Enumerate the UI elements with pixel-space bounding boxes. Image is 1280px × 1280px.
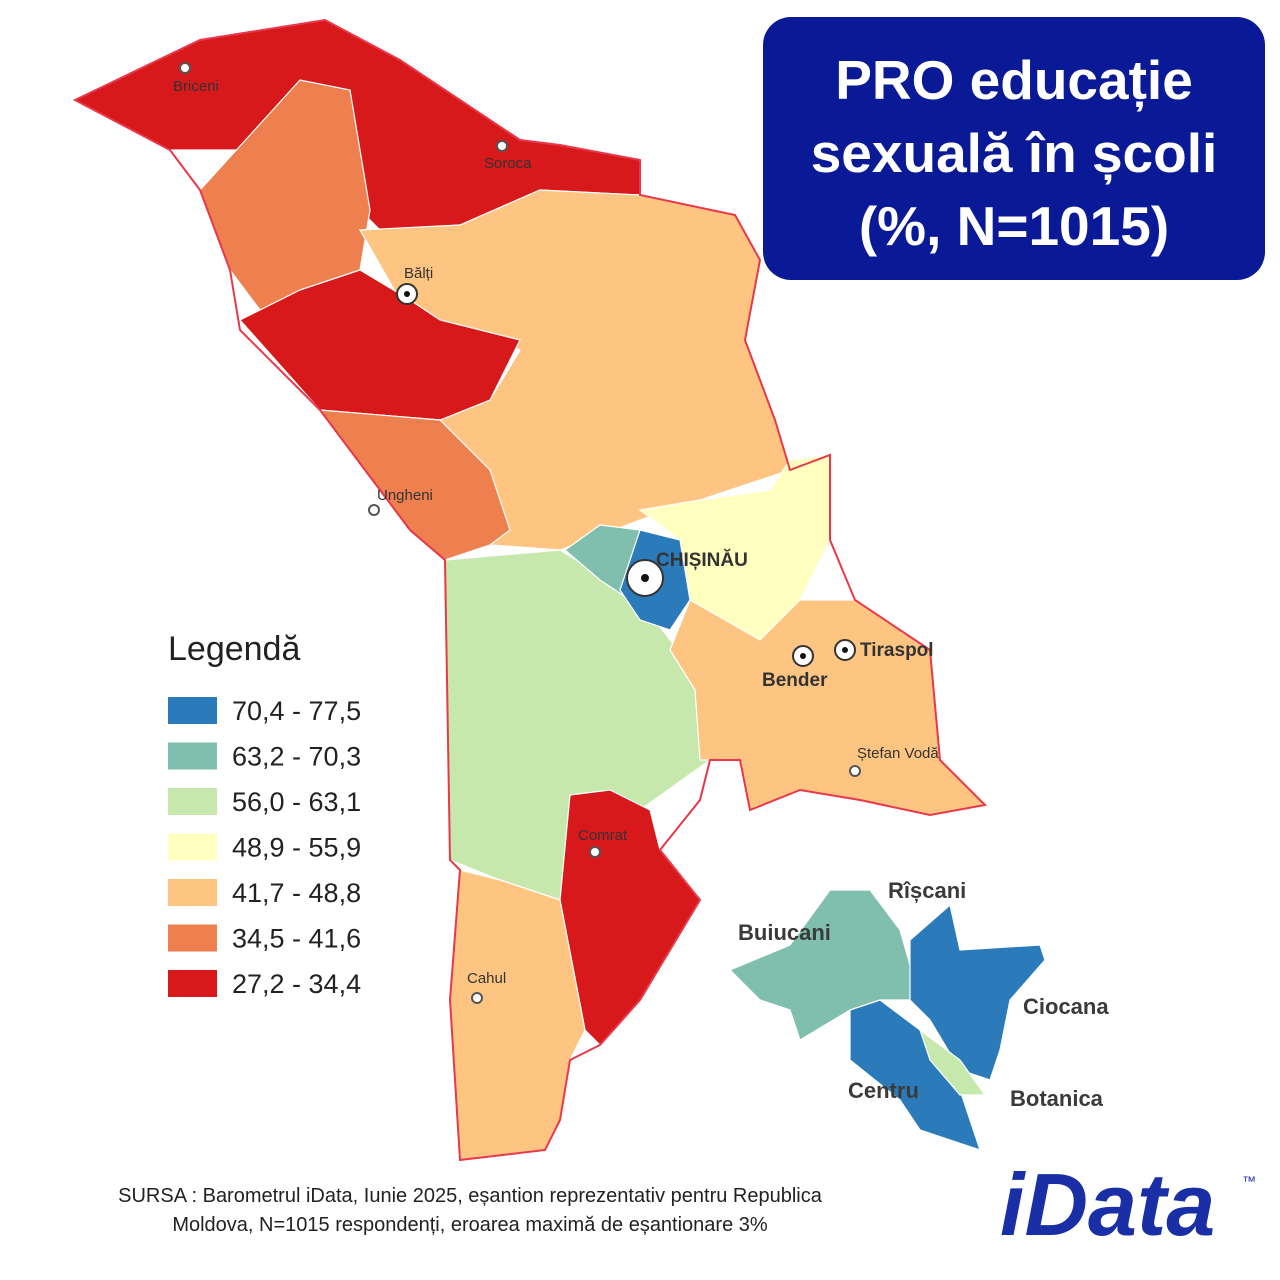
sector-label: Rîșcani [888, 878, 966, 903]
city-label: Bălți [404, 265, 433, 282]
city-markers [179, 62, 861, 1004]
legend-label: 70,4 - 77,5 [232, 696, 361, 726]
legend-swatch [168, 742, 217, 770]
city-marker [842, 647, 848, 653]
city-label: Ștefan Vodă [857, 745, 939, 762]
legend-label: 48,9 - 55,9 [232, 833, 361, 863]
city-label: Briceni [173, 78, 219, 95]
source-line: Moldova, N=1015 respondenți, eroarea max… [172, 1214, 768, 1236]
city-label: Comrat [578, 827, 628, 844]
title-line: (%, N=1015) [859, 195, 1169, 257]
logo: iData [1000, 1155, 1215, 1254]
city-marker [404, 291, 410, 297]
title: PRO educație sexuală în școli (%, N=1015… [811, 49, 1218, 257]
legend-label: 34,5 - 41,6 [232, 924, 361, 954]
inset [728, 889, 1046, 1151]
sector-area [849, 999, 981, 1151]
legend-swatch [168, 788, 217, 815]
city-label: Soroca [484, 155, 532, 172]
city-marker [849, 765, 861, 777]
city-marker [641, 574, 649, 582]
city-label: CHIȘINĂU [656, 549, 748, 571]
title-line: sexuală în școli [811, 122, 1218, 185]
logo-mark: ™ [1242, 1173, 1256, 1189]
source-line: SURSA : Barometrul iData, Iunie 2025, eș… [118, 1185, 823, 1207]
legend-label: 56,0 - 63,1 [232, 787, 361, 817]
border [72, 18, 988, 1162]
source: SURSA : Barometrul iData, Iunie 2025, eș… [118, 1185, 823, 1236]
city-marker [496, 140, 508, 152]
legend-title: Legendă [168, 630, 300, 668]
title-box [763, 17, 1265, 280]
city-marker [179, 62, 191, 74]
legend-label: 41,7 - 48,8 [232, 878, 361, 908]
sector-label: Botanica [1010, 1086, 1104, 1111]
legend-swatch [168, 879, 217, 906]
city-marker [368, 504, 380, 516]
city-label: Tiraspol [860, 640, 934, 661]
sector-label: Ciocana [1023, 994, 1109, 1019]
map [72, 18, 988, 1162]
city-marker [800, 653, 806, 659]
city-label: Cahul [467, 970, 506, 987]
city-marker [589, 846, 601, 858]
legend-label: 27,2 - 34,4 [232, 969, 361, 999]
sector-area [909, 903, 1046, 1081]
city-label: Bender [762, 670, 828, 691]
title-line: PRO educație [835, 49, 1193, 112]
legend-swatch [168, 924, 217, 952]
sector-label: Centru [848, 1078, 919, 1103]
city-label: Ungheni [377, 487, 433, 504]
legend: 70,4 - 77,5 63,2 - 70,3 56,0 - 63,1 48,9 - … [168, 696, 361, 999]
sector-area [918, 1028, 987, 1096]
legend-label: 63,2 - 70,3 [232, 742, 361, 772]
legend-swatch [168, 970, 217, 997]
sector-label: Buiucani [738, 920, 831, 945]
legend-swatch [168, 697, 217, 724]
legend-swatch [168, 833, 217, 861]
city-marker [471, 992, 483, 1004]
